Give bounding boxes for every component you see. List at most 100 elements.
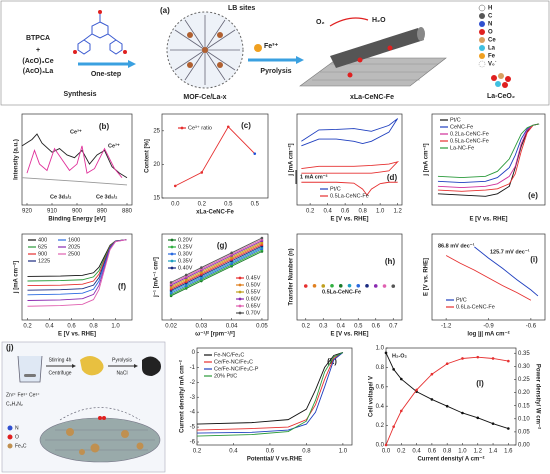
data-point <box>491 422 495 425</box>
legend-label: 0.35V <box>178 258 193 264</box>
x-tick-label: 0.2 <box>306 209 315 215</box>
legend-marker <box>238 297 242 301</box>
x-axis-label: E [V vs. RHE] <box>469 217 507 223</box>
x-tick-label: 0.5 <box>354 324 363 330</box>
annotation: Ce 3d₅/₂ <box>96 194 118 200</box>
scheme-j: (j) Stirring 4h Centrifuge Pyrolysis NaC… <box>1 341 166 473</box>
data-point <box>200 266 203 269</box>
legend-label: 0.6La-CeNC-Fe <box>456 304 495 310</box>
step-label: Stirring 4h <box>49 357 72 363</box>
reactant: BTPCA <box>26 35 50 42</box>
legend-label: Pt/C <box>450 117 461 123</box>
y-axis-label: E [V vs. RHE] <box>424 258 430 296</box>
x-tick-label: 0.8 <box>443 449 452 455</box>
y2-axis-label: Power density/ W cm⁻² <box>534 364 541 429</box>
x-tick-label: -0.6 <box>526 324 537 330</box>
data-point <box>169 281 173 284</box>
x-axis-label: E [V vs. RHE] <box>58 332 96 338</box>
y-axis-label: j [mA cm⁻²] <box>13 261 20 294</box>
x-tick-label: 1.2 <box>393 209 402 215</box>
lb-sites: LB sites <box>228 5 255 12</box>
legend-label: 0.70V <box>246 310 261 316</box>
legend-label: La-NC-Fe <box>450 145 474 151</box>
series-line <box>301 181 398 196</box>
y-tick-label: -6 <box>190 440 196 446</box>
x-tick-label: -1.2 <box>441 324 452 330</box>
series-line <box>437 123 540 192</box>
data-point <box>384 351 388 355</box>
plot-frame <box>385 347 517 446</box>
data-point <box>226 125 230 129</box>
arrow-head <box>128 60 136 68</box>
o2: O₂ <box>316 19 325 26</box>
series-line <box>445 255 532 301</box>
panel-label: (l) <box>476 379 484 388</box>
x-tick-label: 0.6 <box>67 324 76 330</box>
x-tick-label: 0.4 <box>229 449 238 455</box>
x-axis-label: E [V vs. RHE] <box>330 217 368 223</box>
nanoparticle <box>387 45 393 51</box>
legend-marker <box>170 266 174 270</box>
x-tick-label: 0.2 <box>193 449 202 455</box>
arrow-head <box>296 56 304 64</box>
data-point <box>253 152 257 155</box>
data-point <box>507 359 510 363</box>
legend-label: Ce³⁺ ratio <box>188 124 212 131</box>
y-axis-label: j [mA cm⁻²] <box>288 143 295 176</box>
y-axis-label: Current density/ mA cm⁻² <box>179 360 186 433</box>
plot-frame <box>296 233 403 321</box>
series-line <box>437 123 540 184</box>
legend-label: Pt/C <box>330 186 341 192</box>
series-line <box>196 352 344 437</box>
series-line <box>196 352 344 434</box>
legend-marker <box>180 126 184 130</box>
legend-label: 0.20V <box>178 237 193 243</box>
nanoparticle <box>357 57 363 63</box>
data-point <box>461 357 464 360</box>
data-point <box>507 427 510 430</box>
plot-frame <box>161 233 269 321</box>
y-tick-label: 0.8 <box>376 365 385 371</box>
panel-frame <box>0 0 550 106</box>
annotation: Ce³⁺ <box>108 142 120 149</box>
legend-label: C <box>488 14 493 20</box>
legend-label: 0.50V <box>246 282 261 288</box>
x-tick-label: 0.3 <box>319 324 328 330</box>
data-point <box>382 284 387 288</box>
legend-label: 1600 <box>68 237 80 243</box>
data-point <box>312 284 317 288</box>
legend-label: 900 <box>38 251 47 257</box>
legend-label: Pt/C <box>456 297 467 303</box>
legend-label: 0.5La-CeNC-Fe <box>330 193 369 199</box>
x-tick-label: 0.2 <box>198 202 207 208</box>
panel-label: (g) <box>217 241 228 250</box>
legend-marker <box>170 238 174 242</box>
y-tick-label: 0.6 <box>376 384 385 390</box>
y-axis-label: Transfer Number (n) <box>289 248 295 305</box>
legend-label: Ce <box>488 38 496 44</box>
plot-frame <box>161 113 269 199</box>
x-axis-label: xLa-CeNC-Fe <box>196 210 234 216</box>
legend-label: CeNC-Fe <box>450 124 473 130</box>
panel-label: (b) <box>99 122 110 131</box>
x-tick-label: 0.02 <box>165 324 177 330</box>
data-point <box>476 355 480 359</box>
precursor <box>80 356 104 376</box>
data-point <box>173 184 177 188</box>
h2o: H₂O <box>372 17 386 24</box>
y2-tick-label: 0.25 <box>518 377 530 383</box>
data-point <box>321 284 326 288</box>
x-tick-label: 1.0 <box>458 449 467 455</box>
x-tick-label: 0.04 <box>226 324 238 330</box>
dashed-path <box>59 407 141 421</box>
legend-marker <box>238 290 242 294</box>
data-point <box>415 388 418 392</box>
legend-label: Ce/Fe-NC/Fe₃C-P <box>214 366 259 372</box>
y2-tick-label: 0.05 <box>518 429 530 435</box>
step-label: Centrifuge <box>48 370 71 376</box>
legend-marker <box>170 252 174 256</box>
data-point <box>338 284 343 288</box>
series-line <box>437 123 540 179</box>
y-axis-label: j⁻¹ [mA⁻¹ cm²] <box>153 257 160 298</box>
legend-label: Fe-NC/Fe₃C <box>214 352 244 358</box>
